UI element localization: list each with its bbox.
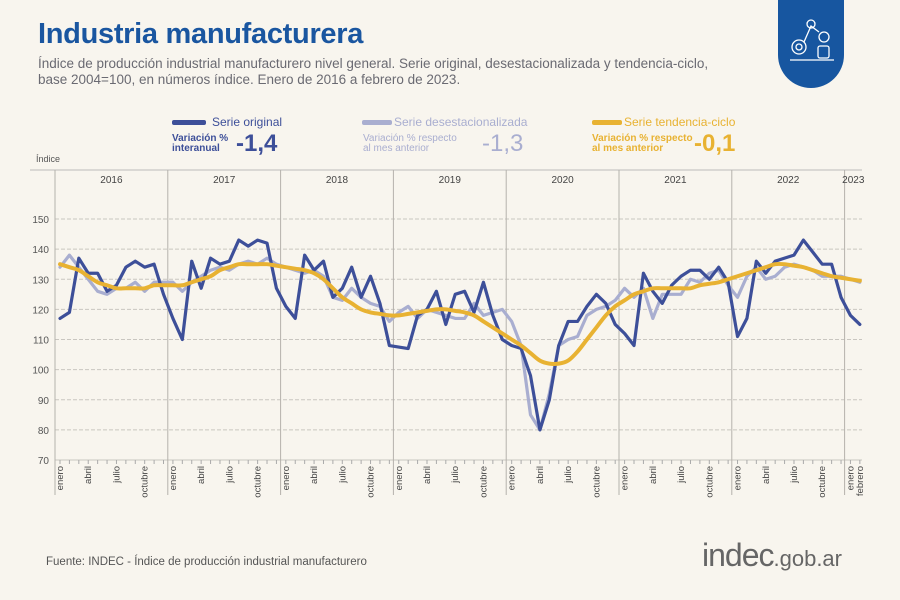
month-tick-label: octubre — [478, 466, 489, 498]
y-tick-label: 100 — [32, 366, 49, 377]
month-tick-label: julio — [450, 466, 461, 484]
month-tick-label: enero — [507, 466, 518, 490]
y-tick-label: 90 — [38, 396, 50, 407]
page-subtitle: Índice de producción industrial manufact… — [38, 56, 709, 87]
year-label: 2018 — [326, 175, 349, 186]
y-axis-label: Índice — [36, 154, 61, 164]
month-tick-label: abril — [535, 466, 546, 484]
variation-label-original: Variación % interanual — [172, 133, 229, 154]
y-tick-label: 130 — [32, 275, 49, 286]
year-label: 2023 — [842, 175, 865, 186]
legend-swatch — [592, 120, 622, 126]
month-tick-label: abril — [309, 466, 320, 484]
month-tick-label: octubre — [817, 466, 828, 498]
series-line-desestacionalizada — [58, 253, 862, 432]
month-tick-label: octubre — [140, 466, 151, 498]
legend-swatch — [172, 120, 206, 126]
indec-logo: indec.gob.ar — [702, 537, 842, 573]
year-label: 2016 — [100, 175, 123, 186]
month-tick-label: abril — [83, 466, 94, 484]
y-tick-label: 120 — [32, 305, 49, 316]
series-line-tendencia-ciclo — [58, 261, 862, 366]
month-tick-label: abril — [761, 466, 772, 484]
legend-serie-desestacionalizada: Serie desestacionalizada — [362, 115, 527, 129]
y-tick-label: 140 — [32, 245, 49, 256]
month-tick-label: julio — [563, 466, 574, 484]
y-tick-label: 80 — [38, 426, 50, 437]
variation-value-original: -1,4 — [236, 130, 278, 157]
year-label: 2020 — [551, 175, 574, 186]
legend-swatch — [362, 120, 392, 126]
month-tick-label: enero — [733, 466, 744, 490]
month-tick-label: octubre — [704, 466, 715, 498]
variation-label-desestacionalizada: Variación % respecto al mes anterior — [363, 133, 457, 154]
year-label: 2019 — [439, 175, 462, 186]
series-line-original — [58, 238, 862, 432]
month-tick-label: julio — [224, 466, 235, 484]
year-label: 2022 — [777, 175, 800, 186]
year-label: 2017 — [213, 175, 236, 186]
month-tick-label: julio — [676, 466, 687, 484]
variation-value-desestacionalizada: -1,3 — [482, 130, 524, 157]
month-tick-label: julio — [111, 466, 122, 484]
y-tick-label: 150 — [32, 215, 49, 226]
variation-value-tendencia: -0,1 — [694, 130, 736, 157]
month-tick-label: enero — [620, 466, 631, 490]
legend-label: Serie original — [212, 115, 283, 129]
legend-serie-tendencia-ciclo: Serie tendencia-ciclo — [592, 115, 735, 129]
month-tick-label: octubre — [591, 466, 602, 498]
month-tick-label: abril — [648, 466, 659, 484]
month-tick-label: julio — [789, 466, 800, 484]
month-tick-label: octubre — [366, 466, 377, 498]
month-tick-label: enero — [168, 466, 179, 490]
month-tick-label: enero — [845, 466, 856, 490]
month-tick-label: octubre — [253, 466, 264, 498]
robot-arm-icon — [778, 0, 844, 88]
y-tick-label: 70 — [38, 456, 50, 467]
source-note: Fuente: INDEC - Índice de producción ind… — [46, 556, 367, 568]
month-tick-label: julio — [337, 466, 348, 484]
legend-label: Serie desestacionalizada — [394, 115, 528, 129]
month-tick-label: enero — [394, 466, 405, 490]
month-tick-label: abril — [196, 466, 207, 484]
legend-serie-original: Serie original — [172, 115, 282, 129]
month-tick-label: febrero — [855, 466, 866, 496]
year-label: 2021 — [664, 175, 687, 186]
legend-label: Serie tendencia-ciclo — [624, 115, 736, 129]
y-tick-label: 110 — [33, 336, 49, 347]
page-title: Industria manufacturera — [38, 18, 364, 50]
month-tick-label: enero — [55, 466, 66, 490]
variation-label-tendencia: Variación % respecto al mes anterior — [592, 133, 693, 154]
month-tick-label: abril — [422, 466, 433, 484]
month-tick-label: enero — [281, 466, 292, 490]
